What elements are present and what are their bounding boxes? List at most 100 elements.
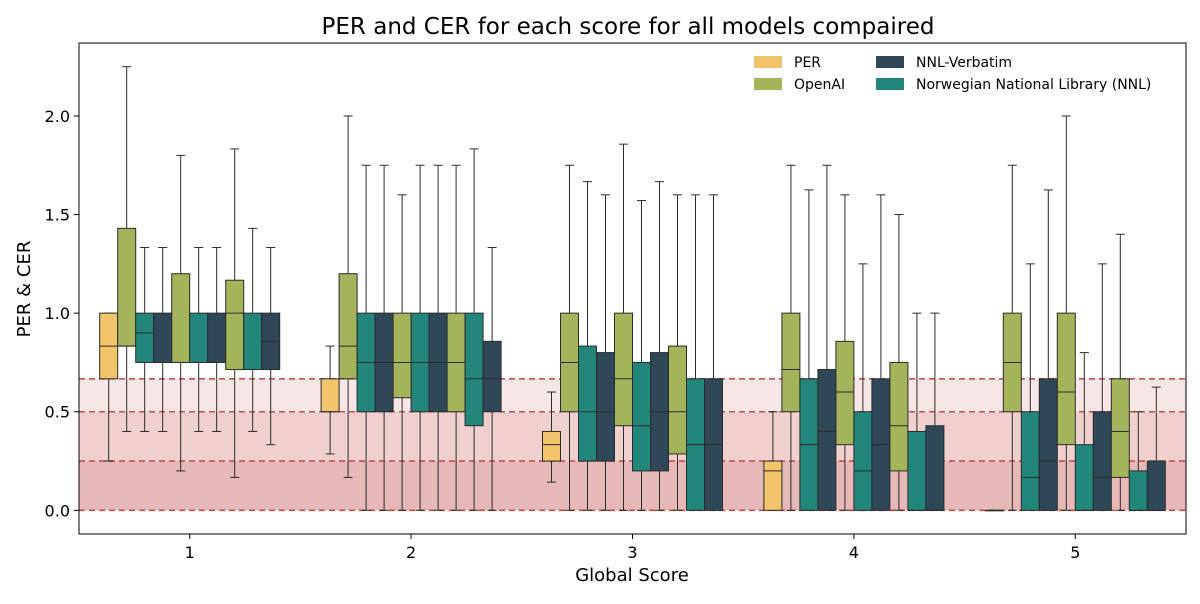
- box: [117, 66, 137, 432]
- box-group-4: [763, 164, 945, 511]
- box-body: [189, 312, 209, 363]
- box: [817, 164, 837, 511]
- box: [261, 246, 281, 446]
- box: [686, 194, 705, 511]
- box-body: [1020, 411, 1040, 511]
- box: [374, 164, 394, 511]
- x-tick-label: 3: [627, 543, 637, 562]
- box-body: [817, 369, 837, 511]
- box-group-3: [542, 143, 723, 511]
- legend-item: OpenAI: [754, 77, 845, 93]
- box: [781, 164, 801, 511]
- legend-swatch: [876, 56, 904, 68]
- legend-label: NNL-Verbatim: [916, 55, 1012, 71]
- legend-item: Norwegian National Library (NNL): [876, 77, 1151, 93]
- chart-title: PER and CER for each score for all model…: [322, 14, 935, 40]
- box-body: [117, 227, 137, 347]
- box-body: [853, 411, 873, 511]
- box: [763, 411, 783, 511]
- box-body: [1128, 470, 1148, 511]
- box-body: [1092, 411, 1112, 511]
- box: [356, 164, 376, 511]
- y-tick-label: 0.5: [45, 403, 70, 422]
- box-body: [135, 312, 155, 363]
- legend-swatch: [754, 78, 782, 90]
- box-body: [1146, 460, 1166, 511]
- box-body: [243, 312, 263, 371]
- box: [428, 164, 448, 511]
- box: [799, 189, 819, 511]
- box-body: [763, 460, 783, 511]
- x-tick-label: 5: [1070, 543, 1080, 562]
- box: [1020, 263, 1040, 511]
- box: [650, 181, 669, 511]
- box: [225, 148, 245, 478]
- legend-item: PER: [754, 55, 821, 71]
- box-body: [889, 361, 909, 472]
- legend-label: OpenAI: [794, 77, 845, 93]
- box-group-1: [99, 66, 281, 478]
- box: [871, 194, 891, 511]
- box-group-2: [320, 115, 502, 511]
- box-body: [781, 312, 801, 413]
- box-body: [225, 279, 245, 371]
- box: [135, 246, 155, 432]
- box: [560, 164, 579, 511]
- box-body: [614, 312, 633, 427]
- box-body: [338, 273, 358, 380]
- box-body: [542, 430, 561, 462]
- box-body: [464, 312, 484, 427]
- box-body: [596, 352, 615, 462]
- box: [835, 194, 855, 511]
- box-body: [482, 340, 502, 413]
- y-axis: 0.0 0.5 1.0 1.5 2.0: [45, 107, 79, 520]
- box: [984, 509, 1004, 512]
- box: [207, 246, 227, 432]
- box-body: [1056, 312, 1076, 446]
- box: [925, 312, 945, 511]
- box: [482, 246, 502, 511]
- x-axis: 1 2 3 4 5: [185, 534, 1080, 562]
- box: [1128, 411, 1148, 511]
- y-axis-label: PER & CER: [14, 241, 35, 338]
- box: [1056, 115, 1076, 511]
- box: [614, 143, 633, 511]
- box-group-5: [984, 115, 1166, 512]
- x-axis-label: Global Score: [575, 565, 689, 586]
- box: [338, 115, 358, 478]
- box: [632, 200, 651, 511]
- box-body: [907, 430, 927, 511]
- legend-swatch: [876, 78, 904, 90]
- box-body: [668, 345, 687, 455]
- box: [392, 194, 412, 511]
- box: [171, 154, 191, 472]
- y-tick-label: 0.0: [45, 501, 70, 520]
- box: [320, 345, 340, 455]
- y-tick-label: 2.0: [45, 107, 70, 126]
- box-groups: [99, 66, 1166, 512]
- legend-label: Norwegian National Library (NNL): [916, 77, 1151, 93]
- x-tick-label: 4: [849, 543, 859, 562]
- box-body: [1074, 444, 1094, 511]
- box: [410, 164, 430, 511]
- box: [907, 312, 927, 511]
- box-body: [925, 425, 945, 511]
- x-tick-label: 2: [406, 543, 416, 562]
- box-body: [171, 273, 191, 363]
- legend-label: PER: [794, 55, 821, 71]
- box-body: [835, 340, 855, 446]
- box-body: [153, 312, 173, 363]
- box: [542, 391, 561, 483]
- box-body: [632, 361, 651, 472]
- x-tick-label: 1: [185, 543, 195, 562]
- y-tick-label: 1.0: [45, 304, 70, 323]
- legend-item: NNL-Verbatim: [876, 55, 1012, 71]
- box-body: [578, 345, 597, 462]
- box: [578, 181, 597, 511]
- legend: PER OpenAI NNL-Verbatim Norwegian National …: [754, 55, 1151, 93]
- box-body: [392, 312, 412, 399]
- box-body: [207, 312, 227, 363]
- box: [1146, 386, 1166, 511]
